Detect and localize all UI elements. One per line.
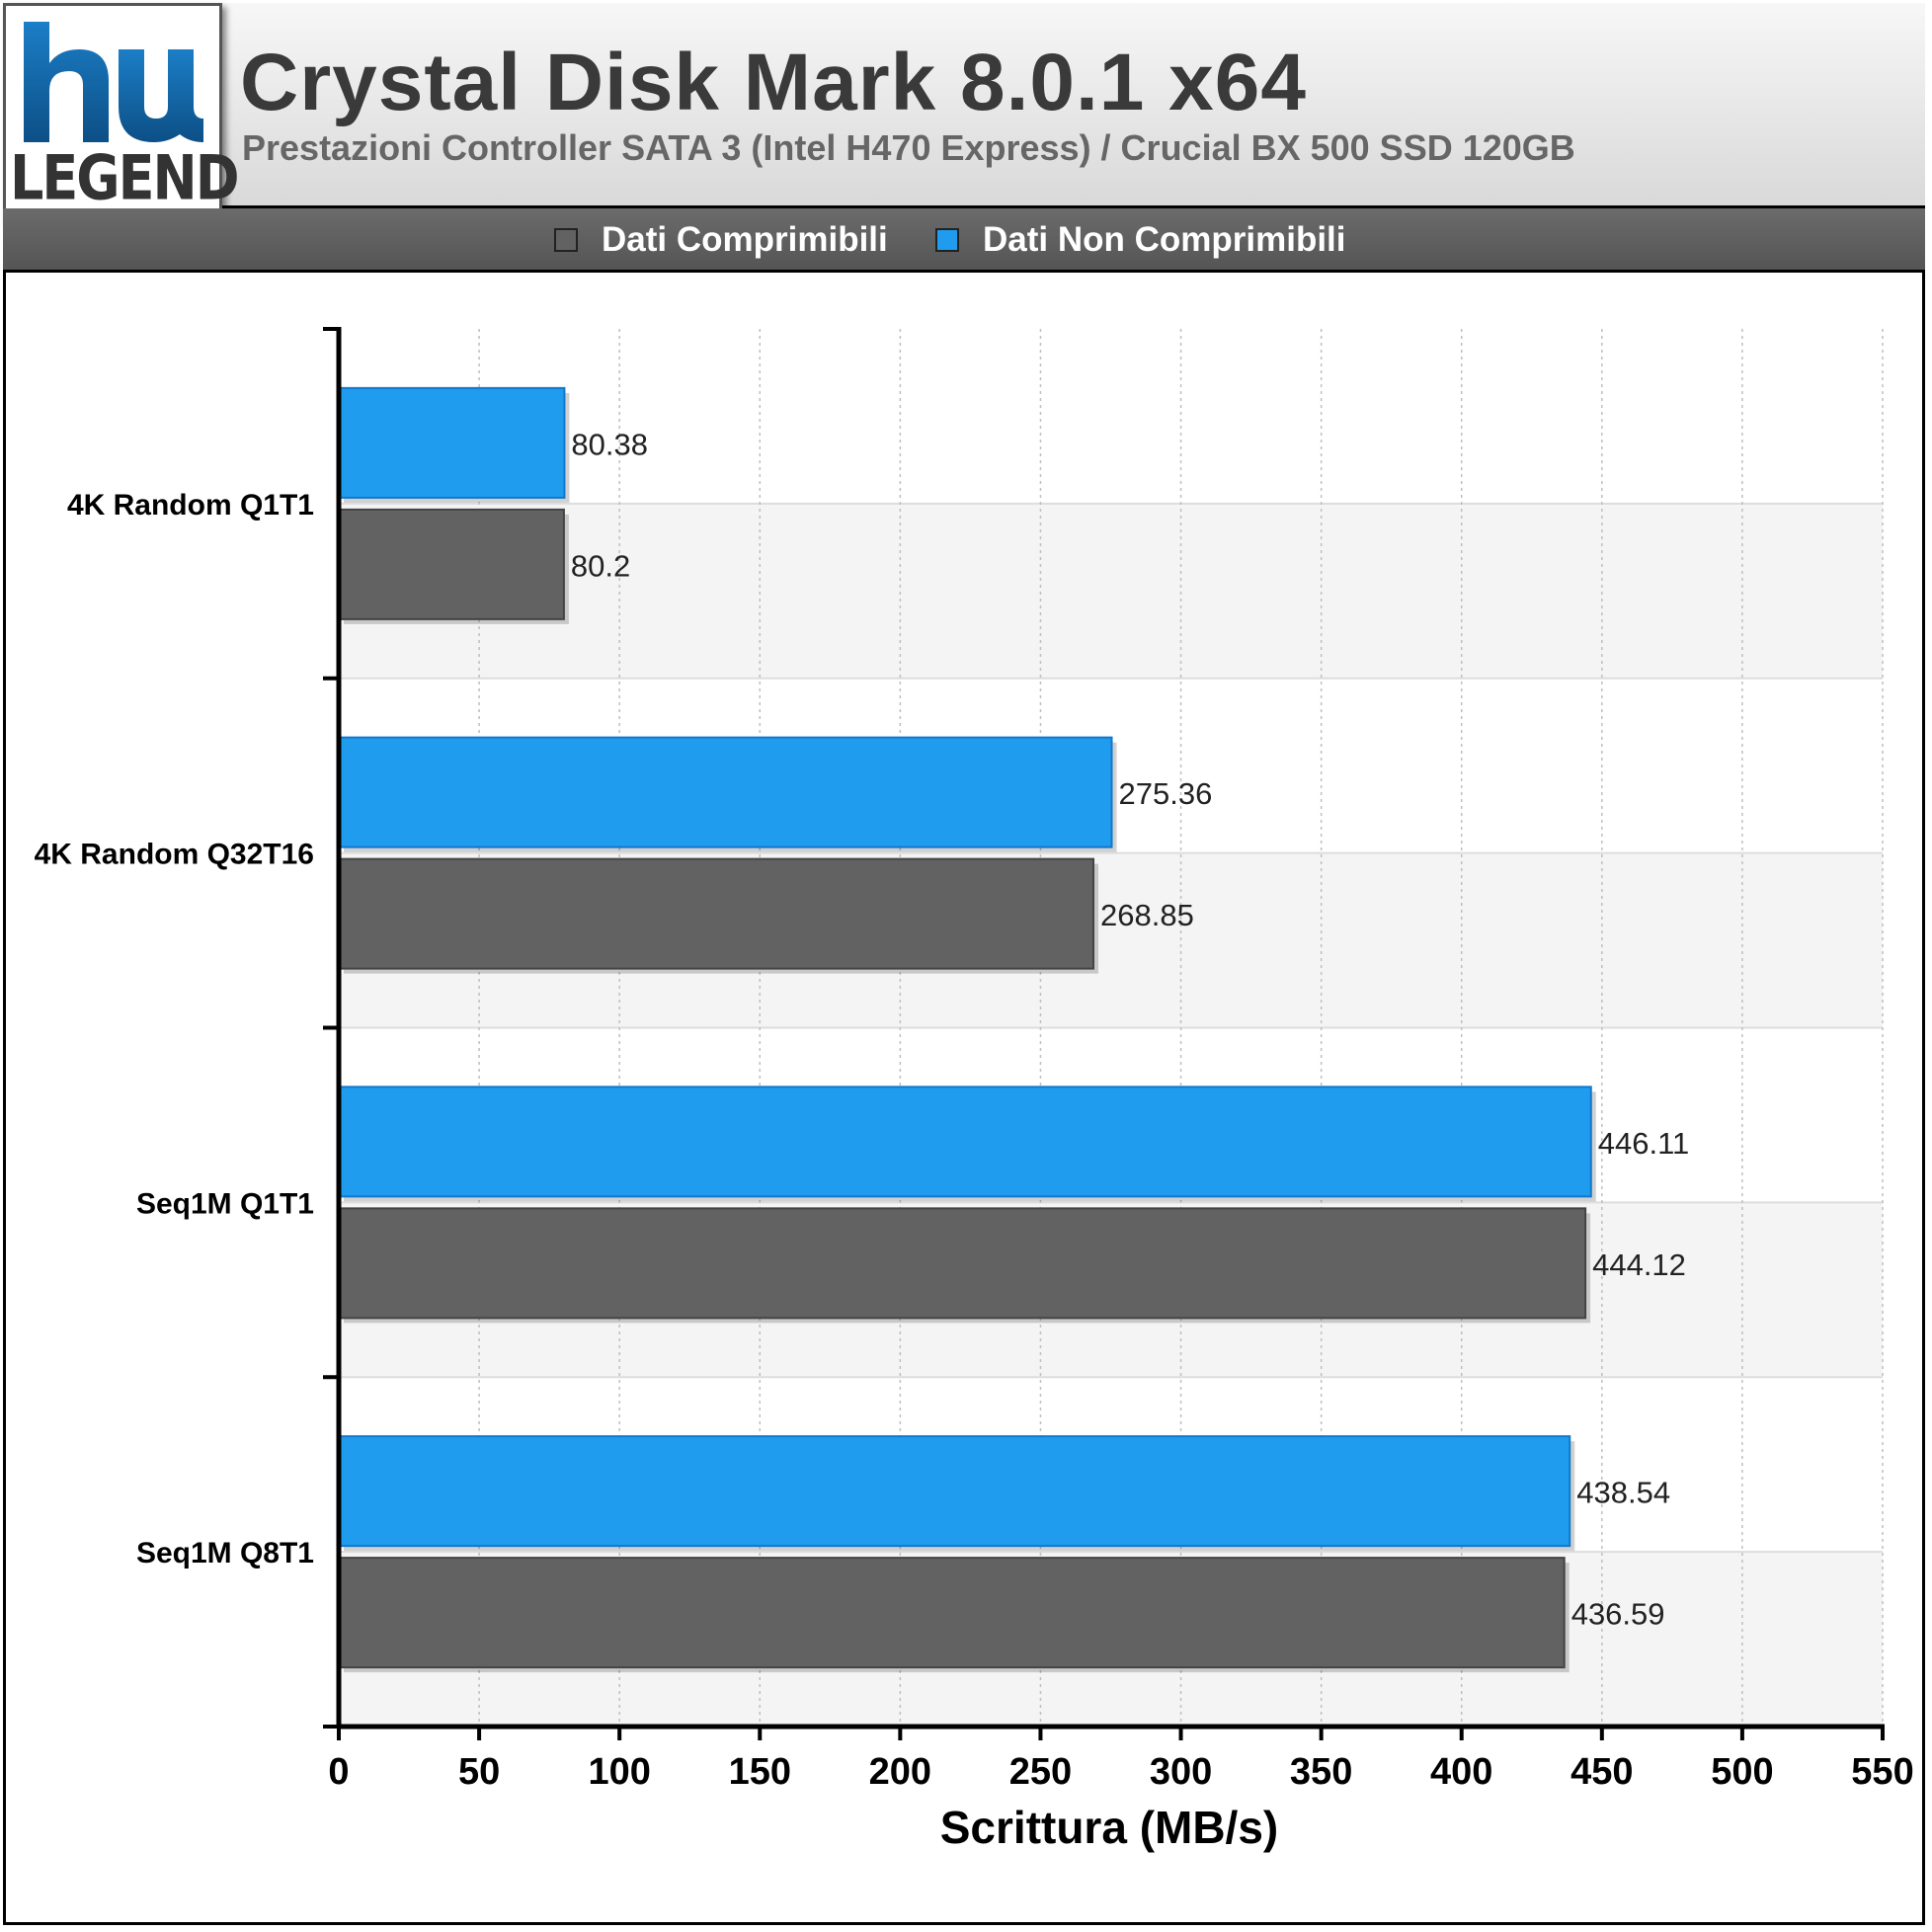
legend-label-non-compressible: Dati Non Comprimibili — [983, 220, 1346, 259]
legend-swatch-non-compressible — [935, 228, 959, 252]
hw-logo-mark — [24, 22, 203, 142]
legend-swatch-compressible — [554, 228, 578, 252]
legend-item-compressible: Dati Comprimibili — [554, 220, 888, 260]
chart-subtitle: Prestazioni Controller SATA 3 (Intel H47… — [242, 127, 1575, 168]
legend-label-compressible: Dati Comprimibili — [602, 220, 888, 259]
chart-frame — [3, 3, 1925, 1925]
legend-item-non-compressible: Dati Non Comprimibili — [935, 220, 1346, 260]
hwlegend-logo: LEGEND — [3, 3, 240, 222]
legend: Dati Comprimibili Dati Non Comprimibili — [3, 208, 1925, 273]
chart-title: Crystal Disk Mark 8.0.1 x64 — [240, 38, 1307, 127]
logo-word: LEGEND — [10, 142, 240, 214]
chart-header: Crystal Disk Mark 8.0.1 x64 Prestazioni … — [3, 3, 1925, 208]
